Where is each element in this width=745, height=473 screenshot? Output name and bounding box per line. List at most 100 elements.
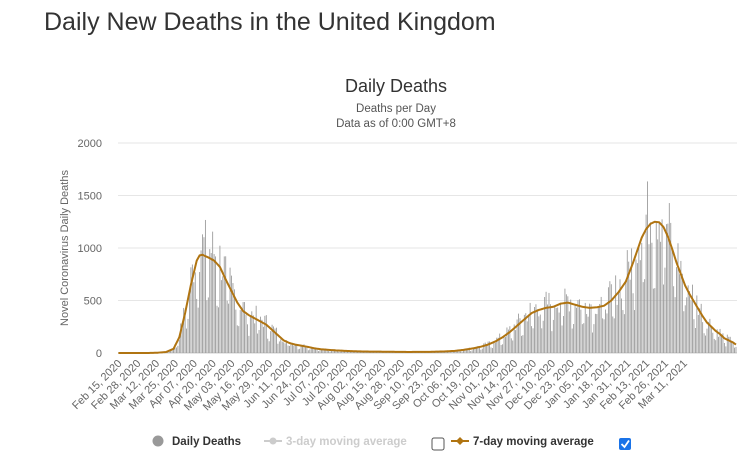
daily-deaths-bar (581, 324, 583, 354)
daily-deaths-bar (171, 349, 173, 353)
daily-deaths-bar (232, 283, 234, 353)
daily-deaths-bar (542, 320, 544, 353)
daily-deaths-bar (642, 282, 644, 354)
daily-deaths-bar (218, 307, 219, 353)
daily-deaths-bar (561, 325, 563, 353)
daily-deaths-bar (477, 345, 479, 353)
daily-deaths-bar (220, 280, 222, 353)
daily-deaths-bar (257, 333, 259, 353)
daily-deaths-bar (728, 336, 730, 353)
daily-deaths-bar (268, 341, 270, 353)
daily-deaths-bar (594, 313, 596, 353)
daily-deaths-bar (181, 326, 183, 353)
daily-deaths-bar (735, 346, 737, 353)
daily-deaths-bar (607, 287, 609, 353)
daily-deaths-bar (207, 297, 209, 353)
daily-deaths-bar (238, 326, 240, 353)
daily-deaths-bar (577, 300, 579, 353)
daily-deaths-bar (670, 222, 672, 353)
daily-deaths-bar (468, 347, 470, 353)
daily-deaths-bar (606, 313, 608, 353)
daily-deaths-bar (665, 224, 667, 353)
daily-deaths-bar (613, 318, 615, 353)
daily-deaths-bar (706, 328, 708, 353)
daily-deaths-bar (486, 344, 488, 353)
daily-deaths-bar (206, 300, 208, 353)
seven-day-marker-icon (456, 437, 464, 445)
daily-deaths-bar (465, 349, 467, 353)
daily-deaths-bar (484, 342, 486, 353)
daily-deaths-bar (571, 328, 573, 353)
daily-deaths-bar (625, 283, 627, 353)
daily-deaths-bar (302, 346, 303, 353)
daily-deaths-bar (519, 318, 521, 353)
daily-deaths-bar (467, 348, 469, 353)
daily-deaths-bar (228, 303, 230, 353)
daily-deaths-bar (628, 261, 630, 353)
daily-deaths-bar (708, 321, 709, 353)
daily-deaths-bar (258, 330, 260, 353)
daily-deaths-bar (645, 214, 647, 353)
daily-deaths-bar (574, 305, 576, 353)
daily-deaths-bar (677, 243, 679, 353)
daily-deaths-bar (212, 231, 214, 353)
legend-daily-deaths-label: Daily Deaths (172, 436, 241, 448)
daily-deaths-bar (191, 264, 193, 353)
daily-deaths-bar (283, 342, 285, 353)
daily-deaths-bar (252, 315, 254, 353)
daily-deaths-bar (705, 335, 706, 353)
daily-deaths-bar (276, 327, 277, 353)
daily-deaths-bar (339, 351, 341, 353)
daily-deaths-bar (650, 222, 651, 353)
daily-deaths-bar (548, 292, 550, 353)
daily-deaths-bar (657, 239, 659, 353)
daily-deaths-bar (651, 242, 653, 353)
daily-deaths-bar (680, 260, 682, 353)
legend-seven-day-average[interactable]: 7-day moving average (451, 436, 594, 448)
legend-daily-deaths[interactable]: Daily Deaths (152, 435, 242, 449)
three-day-average-checkbox[interactable] (431, 437, 445, 451)
daily-deaths-bar (273, 326, 274, 353)
daily-deaths-bar (699, 308, 701, 354)
daily-deaths-bar (255, 305, 257, 353)
daily-deaths-bar (199, 272, 201, 353)
daily-deaths-bar (300, 346, 302, 353)
daily-deaths-bar (586, 314, 588, 353)
daily-deaths-bar (293, 345, 295, 353)
daily-deaths-bar (652, 288, 654, 353)
daily-deaths-bar (635, 259, 637, 353)
daily-deaths-bar (507, 329, 509, 353)
seven-day-average-line[interactable] (118, 220, 737, 354)
daily-deaths-bar (610, 284, 612, 353)
daily-deaths-bar (506, 327, 508, 353)
daily-deaths-bar (289, 345, 290, 353)
legend-three-day-average[interactable]: 3-day moving average (264, 436, 407, 448)
daily-deaths-bar (600, 296, 602, 353)
daily-deaths-bar (554, 305, 556, 353)
chart-subtitle-date: Data as of 0:00 GMT+8 (336, 118, 456, 130)
daily-deaths-bar (493, 342, 495, 353)
daily-deaths-bar (316, 348, 318, 353)
daily-deaths-bar (471, 350, 473, 353)
daily-deaths-bar (271, 324, 273, 353)
daily-deaths-bar (612, 316, 614, 353)
daily-deaths-bar (693, 319, 695, 353)
daily-deaths-bar (318, 351, 319, 353)
daily-deaths-bar (352, 351, 354, 353)
daily-deaths-bar (597, 307, 599, 353)
daily-deaths-bar (177, 345, 179, 353)
daily-deaths-bar (439, 352, 441, 353)
daily-deaths-bar (449, 352, 451, 353)
daily-deaths-bar (270, 331, 272, 353)
daily-deaths-bar (622, 310, 624, 353)
three-day-marker-icon (269, 437, 277, 445)
daily-deaths-bar (671, 247, 673, 353)
daily-deaths-bar (583, 323, 585, 353)
daily-deaths-bar (193, 282, 195, 353)
daily-deaths-bar (284, 343, 286, 353)
seven-day-average-checkbox[interactable] (619, 438, 631, 450)
daily-deaths-bar (580, 309, 582, 353)
daily-deaths-bar (563, 316, 564, 353)
daily-deaths-bar (242, 302, 244, 353)
daily-deaths-bar (226, 300, 228, 353)
